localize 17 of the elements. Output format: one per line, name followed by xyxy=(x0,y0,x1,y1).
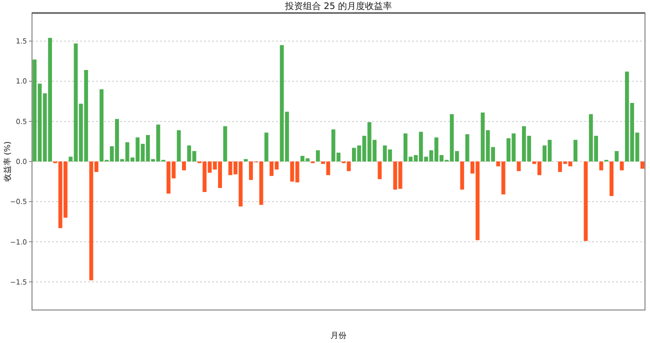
bar xyxy=(465,134,470,162)
bar xyxy=(264,132,268,162)
bar xyxy=(599,162,604,170)
bar xyxy=(223,126,228,162)
bar xyxy=(460,162,464,190)
bar xyxy=(620,162,624,170)
bar xyxy=(516,162,521,172)
x-axis-title: 月份 xyxy=(330,331,346,340)
bar xyxy=(614,151,619,162)
bar xyxy=(182,162,186,170)
bar xyxy=(176,130,181,162)
bar xyxy=(640,162,644,169)
y-axis-title: 收益率 (%) xyxy=(3,141,12,182)
chart-title: 投资组合 25 的月度收益率 xyxy=(284,1,392,12)
bar xyxy=(610,162,614,196)
bar xyxy=(574,140,578,162)
bar xyxy=(316,150,320,162)
